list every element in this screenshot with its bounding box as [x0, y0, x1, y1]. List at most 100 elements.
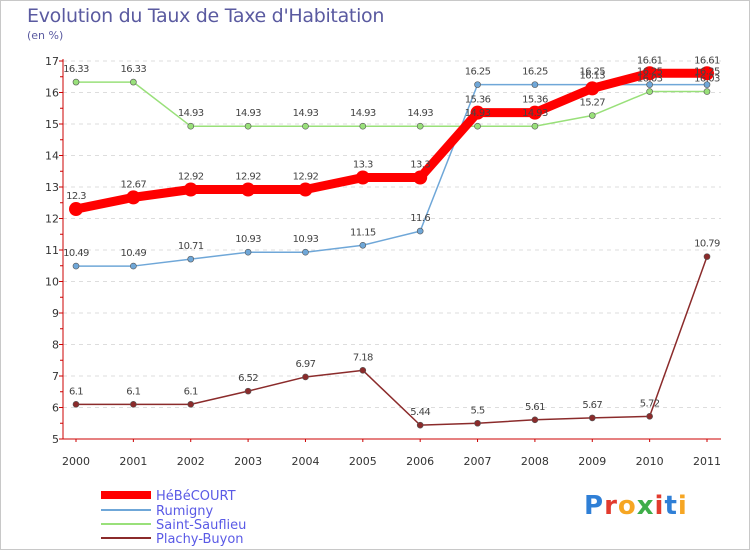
- data-labels: 12.3 12.67 12.92 12.92 12.92 13.3 13.3 15.36 15.…: [63, 55, 720, 418]
- x-tick-label: 2003: [234, 455, 262, 468]
- data-label: 10.49: [121, 248, 147, 259]
- data-point: [126, 190, 141, 205]
- data-point: [130, 78, 137, 86]
- data-point: [700, 66, 714, 81]
- data-point: [413, 170, 428, 185]
- data-label: 12.92: [235, 172, 261, 183]
- data-label: 10.79: [694, 239, 720, 250]
- data-point: [302, 122, 309, 130]
- data-label: 12.92: [293, 172, 319, 183]
- data-label: 12.67: [121, 179, 147, 190]
- data-label: 16.33: [63, 64, 89, 75]
- data-label: 6.1: [69, 386, 83, 397]
- series-line: [76, 81, 707, 127]
- data-point: [646, 88, 653, 95]
- legend-entry: HéBéCOURT: [101, 489, 236, 504]
- data-point: [470, 105, 485, 120]
- data-point: [130, 262, 137, 270]
- data-label: 12.3: [66, 191, 86, 202]
- x-tick-label: 2005: [349, 455, 377, 468]
- data-point: [359, 122, 367, 130]
- data-label: 14.93: [465, 108, 491, 119]
- data-label: 6.97: [296, 359, 316, 370]
- data-label: 5.44: [410, 407, 430, 418]
- data-label: 16.33: [121, 64, 147, 75]
- data-label: 6.52: [238, 373, 258, 384]
- x-tick-label: 2008: [521, 455, 549, 468]
- series-group: [69, 66, 714, 429]
- logo-letter: i: [677, 491, 688, 521]
- data-point: [416, 122, 424, 130]
- x-tick-label: 2009: [578, 455, 606, 468]
- data-point: [474, 419, 481, 427]
- data-point: [241, 182, 256, 197]
- data-label: 13.3: [410, 160, 430, 171]
- data-label: 6.1: [184, 386, 198, 397]
- data-point: [183, 182, 198, 197]
- series-h-b-court: [69, 66, 714, 217]
- data-label: 7.18: [353, 352, 373, 363]
- data-label: 5.61: [525, 402, 545, 413]
- y-tick-label: 11: [45, 244, 59, 257]
- legend-label: HéBéCOURT: [156, 489, 236, 504]
- data-point: [646, 413, 653, 420]
- data-label: 14.93: [350, 108, 376, 119]
- data-point: [72, 262, 80, 270]
- data-point: [69, 202, 83, 217]
- data-label: 16.03: [637, 74, 663, 85]
- data-point: [588, 112, 596, 119]
- series-line: [76, 256, 708, 426]
- data-point: [359, 367, 367, 374]
- grid: [63, 60, 721, 440]
- data-label: 5.67: [582, 400, 602, 411]
- x-tick-label: 2011: [693, 455, 721, 468]
- y-tick-label: 6: [52, 402, 59, 415]
- data-label: 10.93: [293, 234, 319, 245]
- logo-letter: P: [584, 491, 605, 521]
- chart-title: Evolution du Taux de Taxe d'Habitation: [27, 5, 385, 27]
- data-point: [585, 81, 600, 96]
- data-point: [474, 122, 481, 130]
- legend: HéBéCOURTRumignySaint-SauflieuPlachy-Buy…: [101, 489, 246, 547]
- data-point: [527, 105, 542, 120]
- data-label: 16.13: [579, 70, 605, 81]
- data-label: 16.25: [694, 67, 720, 78]
- logo-letter: t: [664, 491, 678, 521]
- data-point: [531, 81, 539, 88]
- legend-entry: Plachy-Buyon: [101, 532, 244, 547]
- data-label: 15.36: [465, 95, 491, 106]
- data-label: 11.6: [410, 213, 430, 224]
- legend-label: Plachy-Buyon: [156, 532, 244, 547]
- data-point: [703, 253, 711, 260]
- y-tick-label: 12: [45, 213, 59, 226]
- data-label: 16.25: [522, 67, 548, 78]
- data-label: 16.61: [637, 55, 663, 66]
- data-label: 15.27: [579, 97, 605, 108]
- data-label: 14.93: [407, 108, 433, 119]
- data-point: [302, 248, 309, 256]
- data-point: [302, 373, 309, 381]
- data-label: 16.03: [694, 74, 720, 85]
- data-point: [531, 416, 539, 424]
- y-tick-label: 5: [52, 433, 59, 446]
- data-point: [187, 401, 195, 408]
- legend-entry: Rumigny: [101, 504, 213, 519]
- data-point: [244, 122, 252, 130]
- proxiti-logo: Proxiti: [584, 491, 688, 521]
- legend-label: Rumigny: [156, 504, 213, 519]
- legend-entry: Saint-Sauflieu: [101, 518, 246, 533]
- data-point: [298, 182, 313, 197]
- data-label: 5.5: [470, 405, 484, 416]
- data-label: 15.36: [522, 95, 548, 106]
- y-tick-label: 13: [45, 181, 59, 194]
- x-tick-label: 2004: [291, 455, 319, 468]
- series-saint-sauflieu: [72, 78, 711, 130]
- data-label: 11.15: [350, 227, 376, 238]
- data-point: [703, 88, 711, 95]
- data-point: [416, 227, 424, 235]
- data-label: 14.93: [522, 108, 548, 119]
- data-label: 10.71: [178, 241, 204, 252]
- series-plachy-buyon: [72, 253, 711, 429]
